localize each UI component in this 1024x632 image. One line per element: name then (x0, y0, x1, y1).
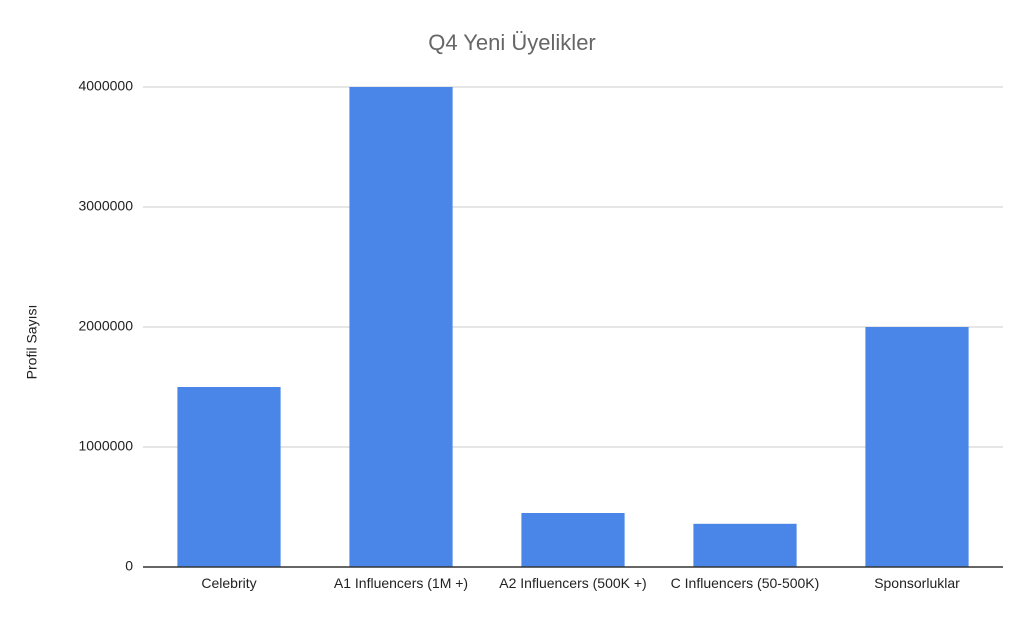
bar (693, 523, 797, 567)
x-tick-label: Sponsorluklar (874, 575, 960, 591)
x-tick-label: A2 Influencers (500K +) (499, 575, 647, 591)
x-tick-label: A1 Influencers (1M +) (333, 575, 469, 591)
x-tick-label: C Influencers (50-500K) (670, 575, 820, 591)
y-tick-label: 4000000 (78, 78, 133, 94)
x-tick-label: Celebrity (201, 575, 257, 591)
y-tick-label: 1000000 (78, 438, 133, 454)
y-axis-label: Profil Sayısı (24, 305, 40, 380)
bar (865, 327, 969, 567)
y-tick-label: 3000000 (78, 198, 133, 214)
bar (521, 513, 625, 567)
bar (349, 87, 453, 567)
bar (177, 387, 281, 567)
y-tick-label: 2000000 (78, 318, 133, 334)
chart-title: Q4 Yeni Üyelikler (428, 30, 596, 55)
y-tick-label: 0 (125, 558, 133, 574)
